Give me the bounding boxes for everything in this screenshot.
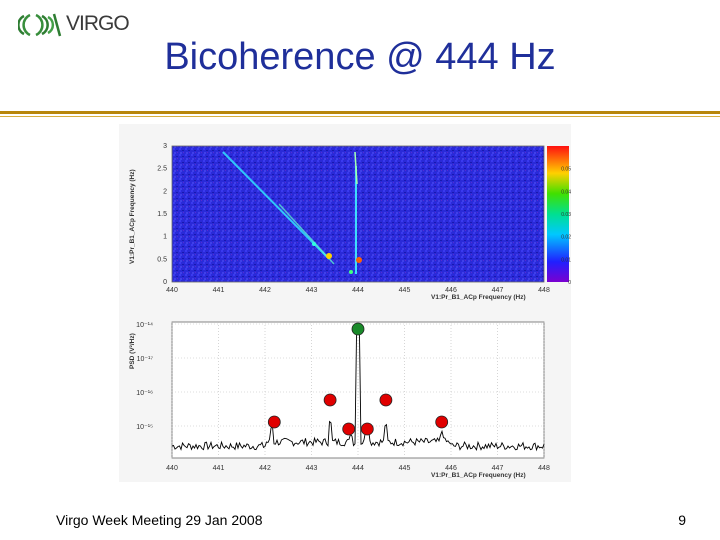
heatmap-diagonal-feature xyxy=(222,151,330,260)
psd-x-tick: 441 xyxy=(213,465,225,472)
psd-x-tick: 444 xyxy=(352,465,364,472)
page-number: 9 xyxy=(678,512,686,528)
heatmap-y-tick: 0 xyxy=(163,279,167,286)
heatmap-y-label: V1:Pr_B1_ACp Frequency (Hz) xyxy=(129,169,136,264)
psd-y-tick: 10⁻¹⁷ xyxy=(137,356,154,363)
heatmap-x-tick: 446 xyxy=(445,287,457,294)
heatmap-hotspot-1 xyxy=(326,253,332,259)
peak-marker-red xyxy=(323,393,337,407)
colorbar-tick: 0.03 xyxy=(561,212,571,218)
logo-arc-1 xyxy=(18,14,25,36)
title-divider-thin xyxy=(0,116,720,117)
heatmap-hotspot-3 xyxy=(349,270,353,274)
logo-text: VIRGO xyxy=(66,12,130,35)
logo-arc-4 xyxy=(41,14,49,36)
peak-marker-red xyxy=(379,393,393,407)
psd-x-tick: 442 xyxy=(259,465,271,472)
logo-arc-5 xyxy=(47,15,55,35)
heatmap-x-tick: 440 xyxy=(166,287,178,294)
heatmap-y-tick: 2 xyxy=(163,188,167,195)
heatmap-x-tick: 444 xyxy=(352,287,364,294)
psd-x-tick: 448 xyxy=(538,465,550,472)
heatmap-diagonal-feature-2 xyxy=(278,203,335,265)
heatmap-x-tick: 448 xyxy=(538,287,550,294)
psd-x-label: V1:Pr_B1_ACp Frequency (Hz) xyxy=(431,472,526,479)
heatmap-x-tick: 447 xyxy=(492,287,504,294)
figure-svg: 00.511.522.53 440 441 442 443 444 445 446 447 44… xyxy=(129,143,571,479)
heatmap-x-tick: 441 xyxy=(213,287,225,294)
heatmap-x-ticks: 440 441 442 443 444 445 446 447 448 xyxy=(166,287,550,294)
heatmap-y-ticks: 0 0.5 1 1.5 2 2.5 3 xyxy=(157,143,167,286)
colorbar-tick: 0.04 xyxy=(561,189,571,195)
heatmap-x-tick: 445 xyxy=(399,287,411,294)
psd-y-tick: 10⁻¹⁴ xyxy=(136,322,153,329)
psd-x-tick: 440 xyxy=(166,465,178,472)
heatmap-frame xyxy=(171,145,545,283)
logo-arc-3 xyxy=(35,13,44,37)
colorbar-tick: 0 xyxy=(568,280,571,286)
colorbar-tick: 0.01 xyxy=(561,257,571,263)
heatmap-y-tick: 0.5 xyxy=(157,256,167,263)
heatmap-colorbar xyxy=(547,146,569,282)
heatmap-vertical-top xyxy=(354,151,358,185)
psd-x-tick: 443 xyxy=(306,465,318,472)
heatmap-y-tick: 1 xyxy=(163,234,167,241)
colorbar-tick: 0.02 xyxy=(561,235,571,241)
colorbar-ticks: 0 0.01 0.02 0.03 0.04 0.05 xyxy=(561,167,571,286)
heatmap-x-label: V1:Pr_B1_ACp Frequency (Hz) xyxy=(431,294,526,301)
peak-marker-red xyxy=(342,422,356,436)
psd-y-tick: 10⁻¹⁶ xyxy=(136,390,153,397)
heatmap-y-tick: 2.5 xyxy=(157,166,167,173)
colorbar-tick: 0.05 xyxy=(561,167,571,173)
psd-y-tick: 10⁻¹⁵ xyxy=(136,424,153,431)
psd-y-ticks: 10⁻¹⁴ 10⁻¹⁷ 10⁻¹⁶ 10⁻¹⁵ xyxy=(136,322,153,431)
peak-marker-green xyxy=(351,322,365,336)
psd-area xyxy=(171,321,545,459)
psd-x-tick: 447 xyxy=(492,465,504,472)
heatmap-x-tick: 443 xyxy=(306,287,318,294)
slide-title: Bicoherence @ 444 Hz xyxy=(164,36,556,78)
footer-meeting: Virgo Week Meeting 29 Jan 2008 xyxy=(56,512,263,528)
virgo-logo xyxy=(18,13,62,37)
logo-arc-2 xyxy=(22,13,31,37)
heatmap-chart: 00.511.522.53 440 441 442 443 444 445 446 447 44… xyxy=(129,143,571,301)
heatmap-x-tick: 442 xyxy=(259,287,271,294)
heatmap-y-tick: 3 xyxy=(163,143,167,150)
title-divider xyxy=(0,111,720,114)
peak-marker-red xyxy=(267,415,281,429)
peak-marker-red xyxy=(360,422,374,436)
figure-panel: 0 0.5 1 1.5 2 2.5 3 440 441 442 443 444 445 446 447 44… xyxy=(119,124,571,482)
peak-marker-red xyxy=(435,415,449,429)
heatmap-y-tick: 1.5 xyxy=(157,211,167,218)
psd-y-label: PSD (V²/Hz) xyxy=(129,333,136,369)
heatmap-hotspot-2 xyxy=(356,257,362,263)
psd-x-tick: 446 xyxy=(445,465,457,472)
psd-x-ticks: 440 441 442 443 444 445 446 447 448 xyxy=(166,465,550,472)
heatmap-hotspot-4 xyxy=(312,242,316,246)
psd-x-tick: 445 xyxy=(399,465,411,472)
psd-markers xyxy=(267,322,449,436)
logo-slash xyxy=(52,13,62,37)
